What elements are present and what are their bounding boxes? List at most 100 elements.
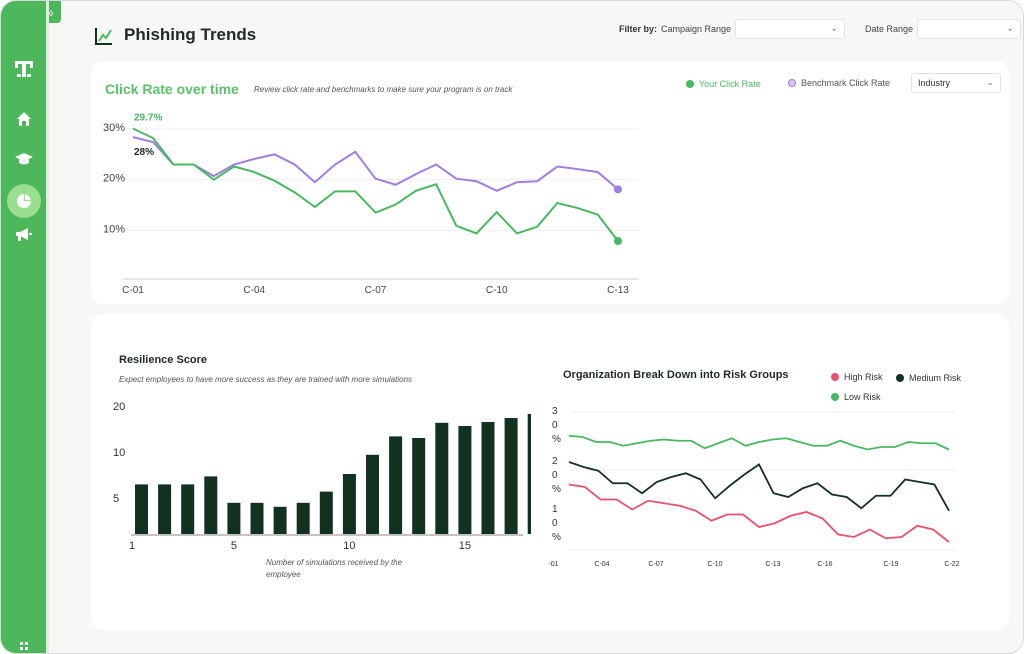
date-range-select[interactable]: ⌄ (917, 19, 1021, 39)
bar (250, 502, 264, 534)
data-label-benchmark-start: 28% (134, 147, 154, 158)
x-tick-label: 10 (343, 540, 355, 552)
x-tick-label: C-10 (486, 285, 508, 296)
x-tick-label: C-22 (944, 561, 959, 568)
legend-high-risk-label: High Risk (844, 372, 883, 382)
series-line-your-click-rate (132, 127, 619, 242)
home-icon[interactable] (9, 104, 39, 134)
bar (158, 484, 172, 534)
risk-chart: 3 0% 2 0% 1 0% C-01 C-04 C-07 C-10 C-13 C-16 C-19 C-2… (549, 406, 960, 568)
series-line-high-risk (568, 483, 950, 543)
bar (481, 422, 495, 534)
y-tick-label: 0 (552, 420, 558, 431)
x-tick-label: C-13 (765, 561, 780, 568)
x-tick-label: C-19 (883, 561, 898, 568)
data-label-your-start: 29.7% (134, 113, 162, 124)
x-tick-label: C-10 (707, 561, 722, 568)
resilience-xlabel: Number of simulations received by the em… (266, 557, 446, 581)
series-line-low-risk (568, 434, 950, 451)
campaign-range-select[interactable]: ⌄ (735, 19, 845, 39)
y-tick-label: 30% (103, 122, 125, 134)
legend-dot-green (686, 80, 694, 88)
resilience-subtitle: Expect employees to have more success as… (119, 375, 413, 384)
x-tick-label: C-01 (549, 561, 559, 568)
legend-dot-dark (896, 374, 904, 382)
graduation-cap-icon[interactable] (9, 144, 39, 174)
legend-high-risk: High Risk (831, 372, 883, 382)
bar (412, 438, 426, 534)
x-tick-label: 1 (129, 540, 135, 552)
y-tick-label: % (552, 434, 561, 445)
resilience-chart: 2010515101520 (113, 401, 531, 552)
x-tick-label: 5 (231, 540, 237, 552)
filter-by-label: Filter by: (619, 24, 658, 34)
y-tick-label: 10% (103, 223, 125, 235)
legend-your-click-rate: Your Click Rate (686, 79, 761, 89)
y-tick-label: 0 (552, 470, 558, 481)
trend-chart-icon (94, 26, 114, 46)
bottom-card: Resilience Score Expect employees to hav… (91, 314, 1009, 630)
bar (458, 426, 472, 534)
y-tick-label: 3 (552, 406, 558, 417)
page-title: Phishing Trends (124, 25, 257, 44)
legend-benchmark-label: Benchmark Click Rate (801, 78, 891, 88)
series-line-benchmark (132, 136, 619, 192)
y-tick-label: % (552, 484, 561, 495)
x-tick-label: C-16 (817, 561, 832, 568)
series-end-point (614, 185, 622, 194)
y-tick-label: 5 (113, 493, 119, 505)
click-rate-chart: 30% 20% 10% C-01 C-04 C-07 C-10 C-13 29.7% 28% (103, 113, 639, 296)
series-line-medium-risk (568, 461, 950, 512)
figure-icon[interactable] (9, 54, 39, 84)
bar (319, 491, 333, 534)
bar (527, 414, 531, 534)
bar (296, 502, 310, 534)
legend-dot-purple (788, 79, 796, 87)
campaign-range-label: Campaign Range (661, 24, 732, 34)
x-tick-label: C-13 (607, 285, 629, 296)
pie-chart-icon[interactable] (7, 184, 41, 218)
bar (435, 422, 449, 534)
bar (366, 454, 379, 534)
y-tick-label: 10 (113, 447, 125, 459)
x-tick-label: 15 (459, 540, 471, 552)
megaphone-icon[interactable] (9, 220, 39, 250)
x-tick-label: C-04 (243, 285, 265, 296)
x-tick-label: C-01 (122, 285, 144, 296)
legend-medium-risk-label: Medium Risk (909, 373, 962, 383)
resilience-xlabel-line-1: Number of simulations received by the (266, 558, 403, 567)
legend-low-risk: Low Risk (831, 392, 881, 402)
bar (342, 474, 356, 534)
legend-low-risk-label: Low Risk (844, 392, 881, 402)
y-tick-label: 2 (552, 456, 558, 467)
click-rate-card: Click Rate over time Review click rate a… (91, 61, 1009, 304)
legend-benchmark-click-rate: Benchmark Click Rate (788, 78, 890, 88)
bar (273, 506, 287, 534)
legend-dot-green (831, 393, 839, 401)
sidebar-divider (46, 1, 49, 653)
click-rate-title: Click Rate over time (105, 81, 239, 97)
legend-your-click-rate-label: Your Click Rate (699, 79, 761, 89)
legend-medium-risk: Medium Risk (896, 373, 961, 383)
x-tick-label: C-07 (365, 285, 387, 296)
y-tick-label: 1 (552, 504, 558, 515)
series-end-point (614, 237, 622, 245)
sidebar-expand-button[interactable]: » (39, 1, 61, 23)
resilience-xlabel-line-2: employee (266, 570, 301, 579)
bar (204, 476, 218, 534)
bar (227, 502, 241, 534)
risk-title: Organization Break Down into Risk Groups (563, 369, 789, 381)
chevron-down-icon: ⌄ (986, 77, 994, 87)
x-tick-label: C-07 (648, 561, 663, 568)
bar (504, 418, 518, 534)
chevron-down-icon: ⌄ (1006, 23, 1014, 33)
click-rate-subtitle: Review click rate and benchmarks to make… (254, 85, 513, 94)
resilience-title: Resilience Score (119, 354, 208, 366)
bar (135, 484, 148, 534)
grid-icon[interactable] (9, 638, 39, 653)
bar (181, 484, 195, 534)
chevron-down-icon: ⌄ (830, 23, 838, 33)
y-tick-label: 20% (103, 173, 125, 185)
benchmark-select[interactable]: Industry ⌄ (911, 73, 1001, 93)
